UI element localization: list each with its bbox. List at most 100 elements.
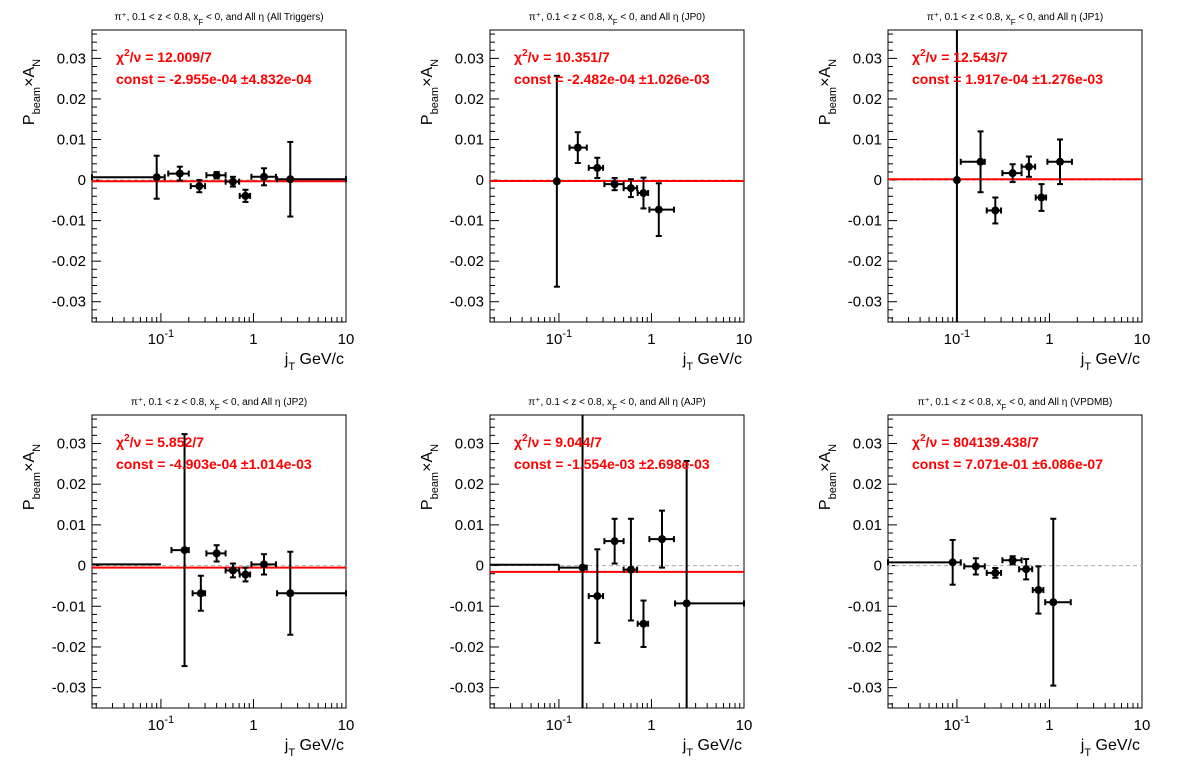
data-point — [276, 550, 347, 636]
data-marker — [639, 619, 648, 628]
panel-title: π⁺, 0.1 < z < 0.8, xF < 0, and All η (VP… — [918, 397, 1113, 412]
y-tick-label: 0.03 — [853, 50, 882, 67]
y-tick-label: 0.02 — [455, 91, 484, 108]
data-point — [170, 433, 190, 668]
data-point — [1044, 517, 1072, 687]
data-marker — [241, 191, 250, 200]
x-tick-label: 10-1 — [148, 714, 174, 734]
y-tick-label: 0.03 — [57, 435, 86, 452]
data-marker — [1037, 193, 1046, 202]
data-marker — [1022, 565, 1031, 574]
panel-title: π⁺, 0.1 < z < 0.8, xF < 0, and All η (Al… — [114, 12, 323, 27]
y-tick-label: 0.03 — [57, 50, 86, 67]
data-marker — [610, 180, 619, 189]
y-tick-label: 0 — [78, 172, 86, 189]
y-tick-label: 0.03 — [853, 435, 882, 452]
x-tick-label: 1 — [249, 331, 257, 348]
x-tick-label: 10 — [338, 331, 355, 348]
data-point — [250, 167, 277, 187]
data-marker — [260, 560, 269, 569]
y-tick-label: -0.01 — [450, 598, 484, 615]
data-marker — [228, 177, 237, 186]
plot-frame — [489, 414, 745, 709]
data-marker — [578, 563, 587, 572]
data-point — [191, 574, 207, 612]
y-tick-label: 0 — [476, 172, 484, 189]
data-marker — [212, 549, 221, 558]
data-point — [636, 599, 650, 648]
y-tick-label: -0.03 — [52, 294, 86, 311]
data-marker — [1008, 556, 1017, 565]
data-point — [636, 176, 650, 210]
y-tick-label: 0.02 — [57, 476, 86, 493]
fit-const-label: const = -2.482e-04 ±1.026e-03 — [514, 71, 710, 87]
x-tick-label: 10 — [1134, 717, 1151, 734]
x-tick-label: 10-1 — [944, 714, 970, 734]
panel-title: π⁺, 0.1 < z < 0.8, xF < 0, and All η (JP… — [529, 12, 705, 27]
data-point — [238, 188, 252, 203]
x-axis-label: jT GeV/c — [284, 351, 344, 373]
data-point — [568, 131, 588, 165]
x-tick-label: 10-1 — [944, 328, 970, 348]
y-tick-label: -0.03 — [52, 680, 86, 697]
y-tick-label: 0.02 — [853, 91, 882, 108]
x-tick-label: 1 — [1045, 331, 1053, 348]
fit-const-label: const = -2.955e-04 ±4.832e-04 — [116, 71, 312, 87]
y-tick-label: -0.02 — [450, 253, 484, 270]
data-point — [276, 140, 347, 218]
data-marker — [1024, 162, 1033, 171]
data-point — [959, 130, 986, 194]
data-marker — [573, 143, 582, 152]
data-point — [167, 165, 190, 182]
data-point — [557, 415, 588, 708]
chart-panel-1: π⁺, 0.1 < z < 0.8, xF < 0, and All η (Al… — [21, 12, 354, 373]
x-tick-label: 10-1 — [148, 328, 174, 348]
data-marker — [593, 163, 602, 172]
y-tick-label: 0.03 — [455, 435, 484, 452]
data-marker — [228, 566, 237, 575]
y-tick-label: 0 — [874, 172, 882, 189]
x-tick-label: 10 — [736, 331, 753, 348]
y-tick-label: -0.01 — [52, 213, 86, 230]
data-point — [1001, 163, 1023, 184]
data-marker — [286, 175, 295, 184]
fit-const-label: const = -1.554e-03 ±2.698e-03 — [514, 456, 710, 472]
fit-chi2-label: χ2/ν = 10.351/7 — [514, 48, 610, 65]
data-point — [603, 517, 625, 565]
y-tick-label: -0.03 — [848, 294, 882, 311]
y-tick-label: 0.01 — [57, 132, 86, 149]
data-point — [648, 182, 675, 238]
data-marker — [658, 535, 667, 544]
y-tick-label: -0.01 — [450, 213, 484, 230]
x-tick-label: 10 — [1134, 331, 1151, 348]
data-point — [205, 544, 227, 563]
data-point — [250, 553, 277, 576]
data-point — [648, 509, 675, 569]
data-point — [224, 175, 241, 188]
x-tick-label: 10 — [338, 717, 355, 734]
data-marker — [212, 171, 221, 180]
fit-chi2-label: χ2/ν = 12.009/7 — [116, 48, 212, 65]
chart-panel-3: π⁺, 0.1 < z < 0.8, xF < 0, and All η (JP… — [817, 12, 1150, 373]
data-marker — [180, 546, 189, 555]
data-point — [622, 517, 639, 622]
y-axis-label: Pbeam×AN — [419, 59, 441, 125]
data-marker — [626, 565, 635, 574]
data-marker — [976, 157, 985, 166]
data-point — [1034, 183, 1048, 212]
x-axis-label: jT GeV/c — [1080, 351, 1140, 373]
y-tick-label: -0.03 — [450, 294, 484, 311]
x-tick-label: 1 — [647, 717, 655, 734]
plot-frame — [489, 29, 745, 323]
data-marker — [654, 205, 663, 214]
y-tick-label: -0.01 — [848, 213, 882, 230]
data-marker — [971, 562, 980, 571]
x-tick-label: 1 — [1045, 717, 1053, 734]
data-marker — [991, 568, 1000, 577]
data-point — [952, 30, 961, 322]
panel-title: π⁺, 0.1 < z < 0.8, xF < 0, and All η (JP… — [927, 12, 1103, 27]
data-marker — [682, 599, 691, 608]
fit-const-label: const = 1.917e-04 ±1.276e-03 — [912, 71, 1103, 87]
data-marker — [196, 589, 205, 598]
